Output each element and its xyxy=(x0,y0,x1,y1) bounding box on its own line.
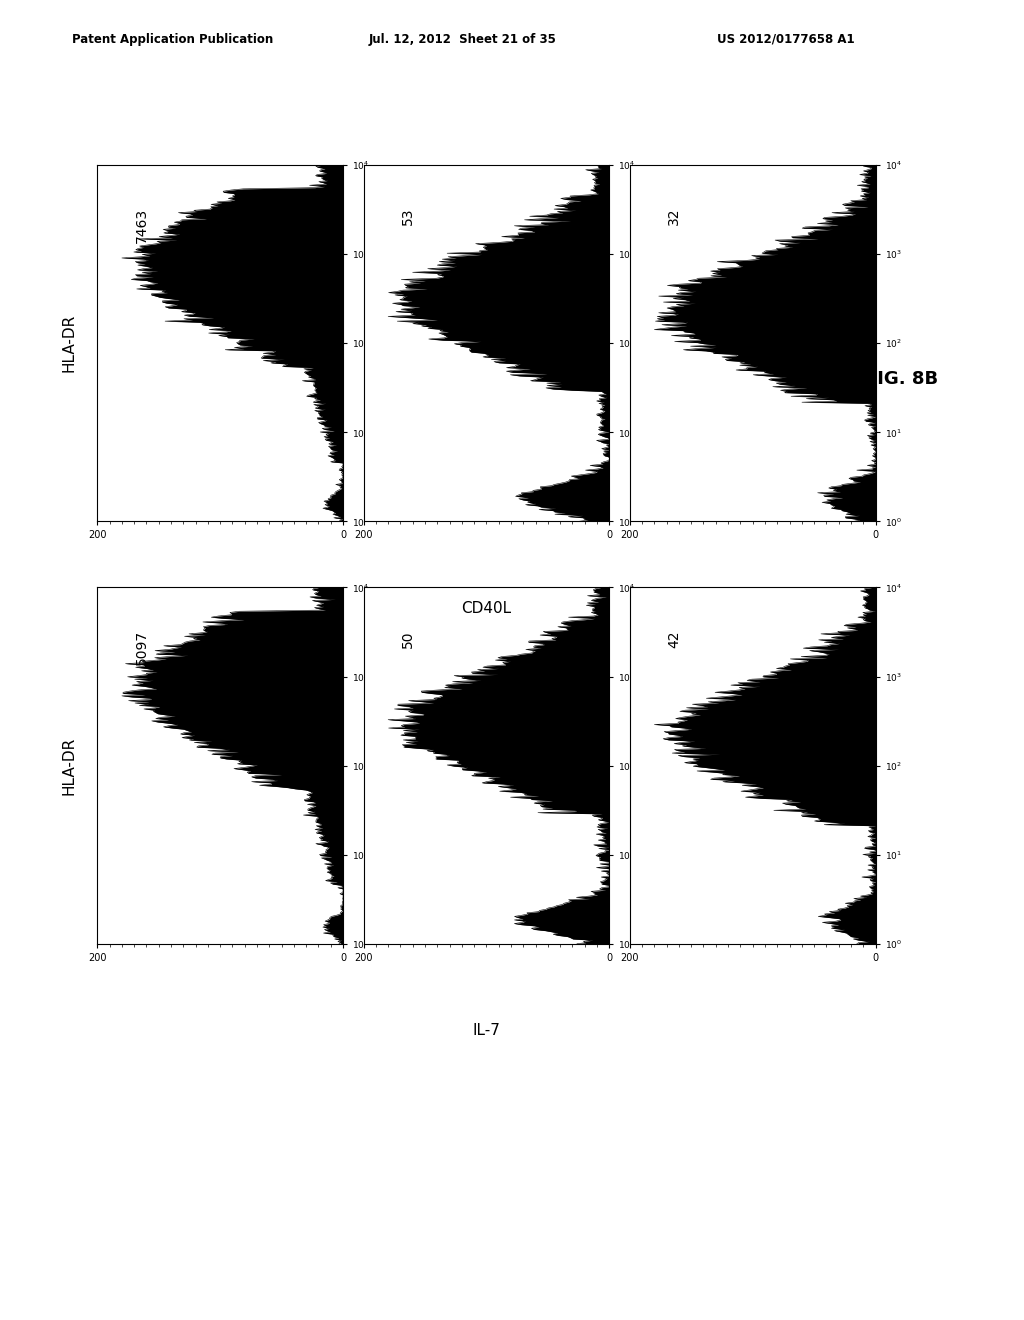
Text: CD40: CD40 xyxy=(328,744,342,787)
Text: Jul. 12, 2012  Sheet 21 of 35: Jul. 12, 2012 Sheet 21 of 35 xyxy=(369,33,556,46)
Text: 32: 32 xyxy=(667,207,681,226)
Text: 7463: 7463 xyxy=(134,207,148,243)
Text: FIG. 8B: FIG. 8B xyxy=(864,370,938,388)
Text: 50: 50 xyxy=(400,630,415,648)
Text: HLA-DR: HLA-DR xyxy=(61,737,76,795)
Text: CD40L: CD40L xyxy=(462,601,511,615)
Text: 42: 42 xyxy=(667,630,681,648)
Text: 5097: 5097 xyxy=(134,630,148,665)
Text: CD80: CD80 xyxy=(594,744,608,787)
Text: US 2012/0177658 A1: US 2012/0177658 A1 xyxy=(717,33,854,46)
Text: 53: 53 xyxy=(400,207,415,226)
Text: IL-7: IL-7 xyxy=(472,1023,501,1038)
Text: CD40: CD40 xyxy=(328,322,342,364)
Text: CD80: CD80 xyxy=(594,322,608,364)
Text: HLA-DR: HLA-DR xyxy=(61,314,76,372)
Text: Patent Application Publication: Patent Application Publication xyxy=(72,33,273,46)
